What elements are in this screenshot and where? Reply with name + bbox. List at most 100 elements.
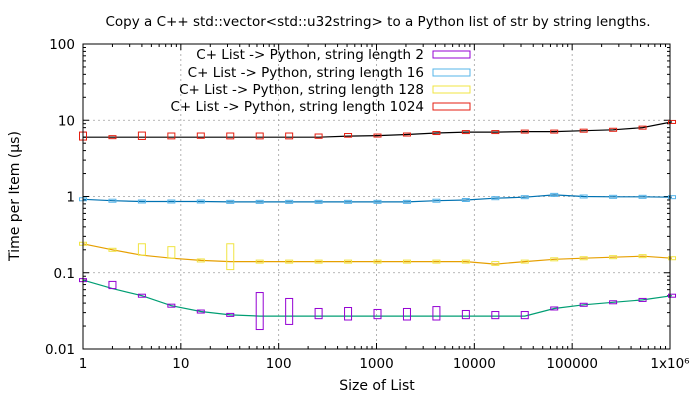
y-axis-label: Time per Item (µs) <box>7 131 23 262</box>
legend-label: C+ List -> Python, string length 1024 <box>171 99 425 115</box>
data-box <box>432 131 441 136</box>
data-box <box>579 128 588 133</box>
data-box <box>255 199 264 204</box>
legend-swatch <box>432 85 471 94</box>
data-box <box>226 199 235 204</box>
data-box <box>668 119 677 124</box>
data-box <box>344 199 353 204</box>
x-tick-label: 10000 <box>453 356 496 372</box>
data-box <box>108 135 117 140</box>
data-box <box>579 256 588 261</box>
x-tick-label: 100 <box>266 356 292 372</box>
data-box <box>108 247 117 252</box>
data-box <box>196 258 205 263</box>
data-box <box>137 293 146 298</box>
data-box <box>609 255 618 260</box>
data-box <box>344 259 353 264</box>
data-box <box>344 307 353 321</box>
data-box <box>314 307 323 320</box>
data-box <box>373 308 382 320</box>
series-line <box>82 194 673 203</box>
chart-title: Copy a C++ std::vector<std::u32string> t… <box>106 14 651 30</box>
data-box <box>668 195 677 200</box>
data-box <box>402 199 411 204</box>
data-box <box>344 133 353 138</box>
data-box <box>609 127 618 132</box>
plot-frame <box>82 43 671 350</box>
data-box <box>491 130 500 135</box>
data-box <box>638 194 647 199</box>
data-box <box>373 259 382 264</box>
data-box <box>108 198 117 203</box>
data-box <box>550 129 559 134</box>
data-box <box>167 199 176 204</box>
data-box <box>285 297 294 325</box>
data-box <box>285 259 294 264</box>
data-box <box>461 197 470 202</box>
data-box <box>609 300 618 305</box>
data-box <box>668 256 677 261</box>
data-box <box>137 243 146 256</box>
data-box <box>550 192 559 197</box>
data-box <box>638 125 647 130</box>
legend: C+ List -> Python, string length 2 C+ Lis… <box>171 47 471 115</box>
data-box <box>285 199 294 204</box>
series-3 <box>79 241 677 271</box>
data-box <box>520 259 529 264</box>
data-box <box>432 259 441 264</box>
data-box <box>638 254 647 259</box>
data-box <box>167 303 176 308</box>
data-box <box>255 292 264 331</box>
data-box <box>108 280 117 290</box>
x-tick-label: 100000 <box>546 356 598 372</box>
series-2 <box>79 192 677 204</box>
data-box <box>520 129 529 134</box>
data-box <box>461 130 470 135</box>
data-box <box>491 261 500 266</box>
data-box <box>638 297 647 302</box>
legend-swatch <box>432 68 471 77</box>
legend-label: C+ List -> Python, string length 16 <box>188 65 424 81</box>
data-box <box>196 309 205 314</box>
data-box <box>255 132 264 140</box>
data-box <box>402 259 411 264</box>
data-box <box>550 257 559 262</box>
grid-lines <box>83 44 670 349</box>
series-4 <box>79 119 677 141</box>
x-tick-label: 1 <box>79 356 88 372</box>
data-box <box>609 194 618 199</box>
data-box <box>432 198 441 203</box>
data-box <box>137 199 146 204</box>
data-box <box>373 199 382 204</box>
data-box <box>314 259 323 264</box>
data-box <box>579 194 588 199</box>
data-box <box>167 246 176 259</box>
data-box <box>314 199 323 204</box>
legend-swatch <box>432 102 471 111</box>
y-tick-label: 0.1 <box>54 266 75 282</box>
y-tick-label: 1 <box>66 190 75 206</box>
data-box <box>373 133 382 138</box>
x-tick-label: 1x10⁶ <box>650 356 689 372</box>
data-box <box>196 132 205 139</box>
data-box <box>520 195 529 200</box>
y-tick-label: 0.01 <box>45 342 75 358</box>
series-1 <box>79 278 677 331</box>
series-line <box>83 121 673 138</box>
data-box <box>491 196 500 201</box>
data-box <box>314 133 323 139</box>
x-tick-label: 10 <box>172 356 189 372</box>
data-box <box>137 131 146 140</box>
legend-label: C+ List -> Python, string length 128 <box>179 82 424 98</box>
data-box <box>461 259 470 264</box>
data-box <box>255 259 264 264</box>
legend-label: C+ List -> Python, string length 2 <box>196 47 424 63</box>
data-box <box>550 306 559 311</box>
data-box <box>432 306 441 321</box>
y-tick-label: 100 <box>49 37 75 53</box>
data-box <box>196 199 205 204</box>
x-tick-label: 1000 <box>359 356 393 372</box>
data-box <box>520 311 529 320</box>
series-line <box>82 243 673 265</box>
